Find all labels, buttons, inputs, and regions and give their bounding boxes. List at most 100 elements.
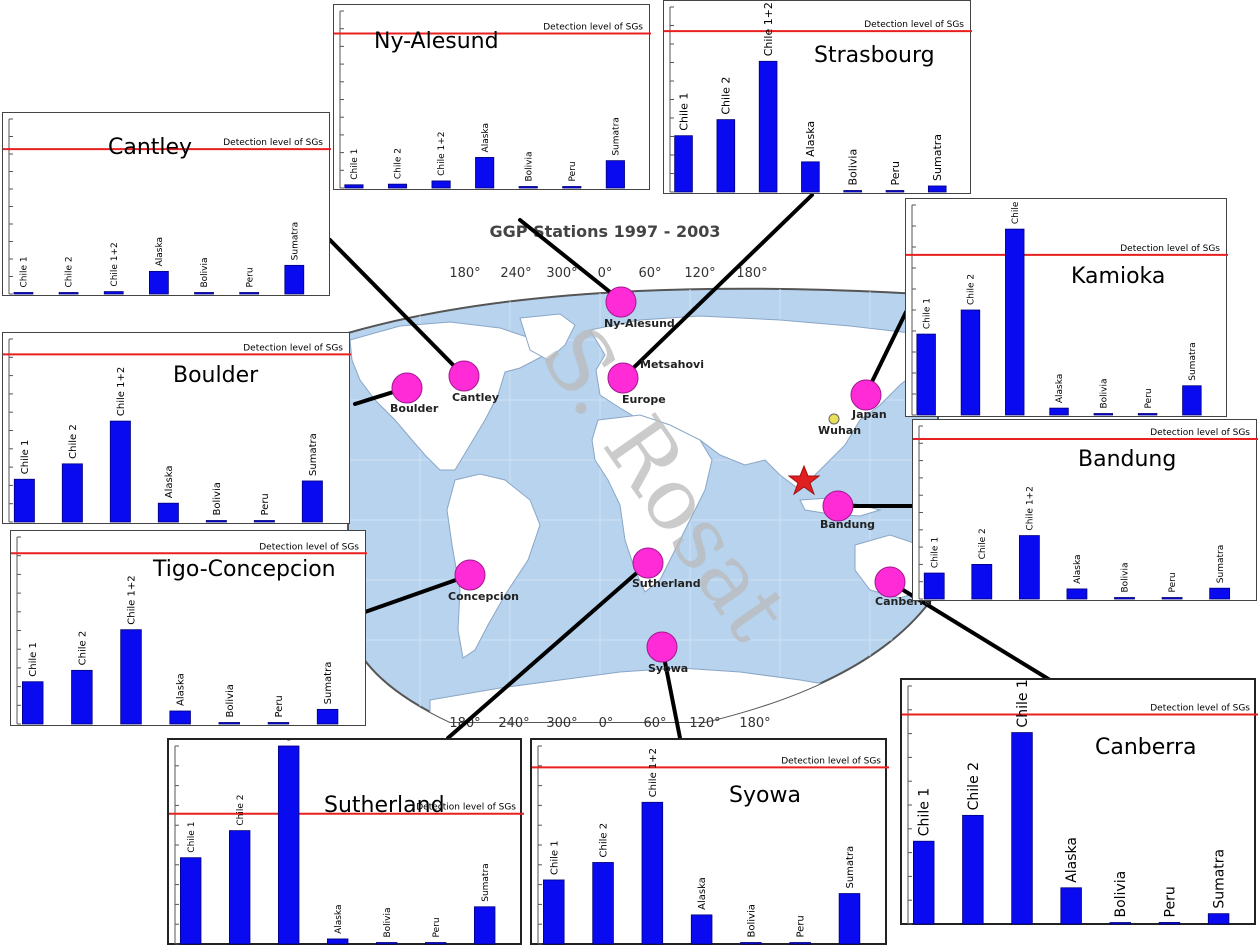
bar-label-chile-1-2: Chile 1+2: [762, 2, 775, 56]
bar-label-alaska: Alaska: [334, 904, 344, 933]
bar-label-chile-2: Chile 2: [236, 794, 246, 825]
lon-tick-bottom-4: 0°: [599, 716, 614, 731]
bar-label-alaska: Alaska: [164, 465, 175, 498]
bar-alaska: [690, 914, 713, 945]
bar-label-sumatra: Sumatra: [931, 134, 944, 181]
chart-panel-tigo-concepcion: Detection level of SGs Chile 1 Chile 2 Chil…: [10, 530, 367, 726]
bar-sumatra: [838, 893, 861, 945]
chart-title: Kamioka: [1071, 264, 1166, 289]
marker-boulder: [391, 372, 423, 404]
bar-chart-boulder: Detection level of SGs Chile 1 Chile 2 Chil…: [3, 338, 351, 523]
chart-panel-kamioka: Detection level of SGs Chile 1 Chile 2 Chil…: [905, 198, 1228, 417]
bar-label-bolivia: Bolivia: [212, 482, 223, 515]
chart-title: Tigo-Concepcion: [153, 557, 336, 582]
marker-cantley: [448, 360, 480, 392]
label-cantley: Cantley: [452, 391, 499, 404]
bar-chile-1-2: [109, 420, 131, 523]
bar-chile-1: [674, 135, 693, 193]
bar-sumatra: [284, 264, 305, 295]
bar-label-chile-1: Chile 1: [187, 822, 197, 853]
bar-peru: [267, 722, 290, 725]
bar-label-bolivia: Bolivia: [746, 904, 757, 937]
bar-label-peru: Peru: [568, 161, 578, 181]
detection-level-label: Detection level of SGs: [223, 138, 323, 148]
bar-label-peru: Peru: [260, 493, 271, 515]
bar-chile-1-2: [103, 291, 124, 295]
detection-level-label: Detection level of SGs: [1150, 428, 1250, 438]
bar-label-chile-1: Chile 1: [677, 93, 690, 131]
bar-label-chile-1-2: Chile 1+2: [285, 740, 295, 741]
connector-cantley: [328, 238, 465, 377]
lon-tick-top-5: 60°: [638, 266, 661, 281]
chart-panel-strasbourg: Detection level of SGs Chile 1 Chile 2 Chil…: [663, 0, 972, 194]
label-boulder: Boulder: [390, 402, 439, 415]
connector-concepcion: [363, 573, 472, 614]
marker-sutherland: [632, 547, 664, 579]
bar-label-bolivia: Bolivia: [200, 257, 210, 287]
lon-tick-bottom-6: 120°: [689, 716, 720, 731]
bar-label-peru: Peru: [432, 917, 442, 937]
chart-panel-sutherland: Detection level of SGs Chile 1 Chile 2 Chil…: [167, 738, 524, 945]
bar-alaska: [326, 938, 349, 945]
bar-chile-2: [716, 119, 736, 193]
bar-label-chile-2: Chile 2: [978, 528, 988, 559]
lon-tick-top-6: 120°: [684, 266, 715, 281]
label-concepcion: Concepcion: [448, 590, 519, 603]
bar-chile-1: [22, 681, 44, 725]
label-europe: Europe: [622, 393, 666, 406]
bar-label-alaska: Alaska: [1055, 374, 1065, 403]
chart-title: Canberra: [1095, 735, 1197, 760]
chart-title: Strasbourg: [814, 43, 935, 68]
bar-label-bolivia: Bolivia: [524, 151, 534, 181]
bar-label-peru: Peru: [245, 267, 255, 287]
bar-label-chile-2: Chile 2: [720, 77, 733, 115]
bar-chart-canberra: Detection level of SGs Chile 1 Chile 2 Chil…: [902, 680, 1258, 925]
chart-title: Boulder: [173, 363, 259, 388]
label-bandung: Bandung: [820, 518, 875, 531]
bar-label-chile-1: Chile 1: [549, 840, 560, 875]
bar-alaska: [169, 710, 191, 725]
chart-panel-cantley: Detection level of SGs Chile 1 Chile 2 Chil…: [2, 112, 331, 296]
chart-panel-boulder: Detection level of SGs Chile 1 Chile 2 Chil…: [2, 332, 351, 524]
bar-alaska: [157, 502, 179, 523]
bar-chile-1: [344, 184, 364, 189]
bar-label-bolivia: Bolivia: [383, 907, 393, 937]
bar-peru: [1158, 922, 1181, 925]
bar-chile-1-2: [277, 745, 300, 945]
chart-panel-ny-alesund: Detection level of SGs Chile 1 Chile 2 Chil…: [333, 4, 651, 190]
marker-ny-alesund: [605, 286, 637, 318]
bar-chile-2: [971, 563, 993, 600]
bar-chile-1: [13, 292, 34, 295]
detection-level-label: Detection level of SGs: [1150, 703, 1250, 713]
bar-chile-2: [962, 814, 984, 925]
bar-label-alaska: Alaska: [481, 123, 491, 152]
bar-label-chile-1-2: Chile 1+2: [1015, 680, 1031, 728]
bar-chile-2: [960, 309, 981, 416]
bar-peru: [239, 292, 260, 295]
bar-label-chile-1: Chile 1: [20, 256, 30, 287]
bar-chile-2: [387, 183, 408, 189]
bar-chile-1: [13, 478, 35, 523]
bar-label-chile-2: Chile 2: [68, 424, 79, 459]
label-ny-alesund: Ny-Alesund: [604, 317, 675, 330]
chart-title: Bandung: [1078, 447, 1177, 472]
bar-chile-1: [923, 572, 945, 600]
lon-tick-bottom-5: 60°: [643, 716, 666, 731]
bar-label-alaska: Alaska: [697, 877, 708, 910]
bar-bolivia: [205, 520, 227, 523]
bar-chile-2: [71, 669, 93, 725]
bar-label-sumatra: Sumatra: [612, 117, 622, 155]
bar-chart-sutherland: Detection level of SGs Chile 1 Chile 2 Chil…: [169, 740, 524, 945]
bar-label-chile-2: Chile 2: [77, 631, 88, 666]
bar-label-peru: Peru: [1168, 572, 1178, 592]
bar-chile-1: [543, 879, 565, 945]
south-america: [446, 473, 541, 659]
detection-level-label: Detection level of SGs: [259, 542, 359, 552]
bar-bolivia: [518, 186, 538, 189]
bar-bolivia: [218, 722, 241, 725]
bar-chile-2: [592, 862, 614, 945]
bar-label-alaska: Alaska: [1073, 554, 1083, 583]
detection-level-label: Detection level of SGs: [1120, 244, 1220, 254]
bar-label-sumatra: Sumatra: [1216, 545, 1226, 583]
lon-tick-bottom-2: 240°: [498, 716, 529, 731]
